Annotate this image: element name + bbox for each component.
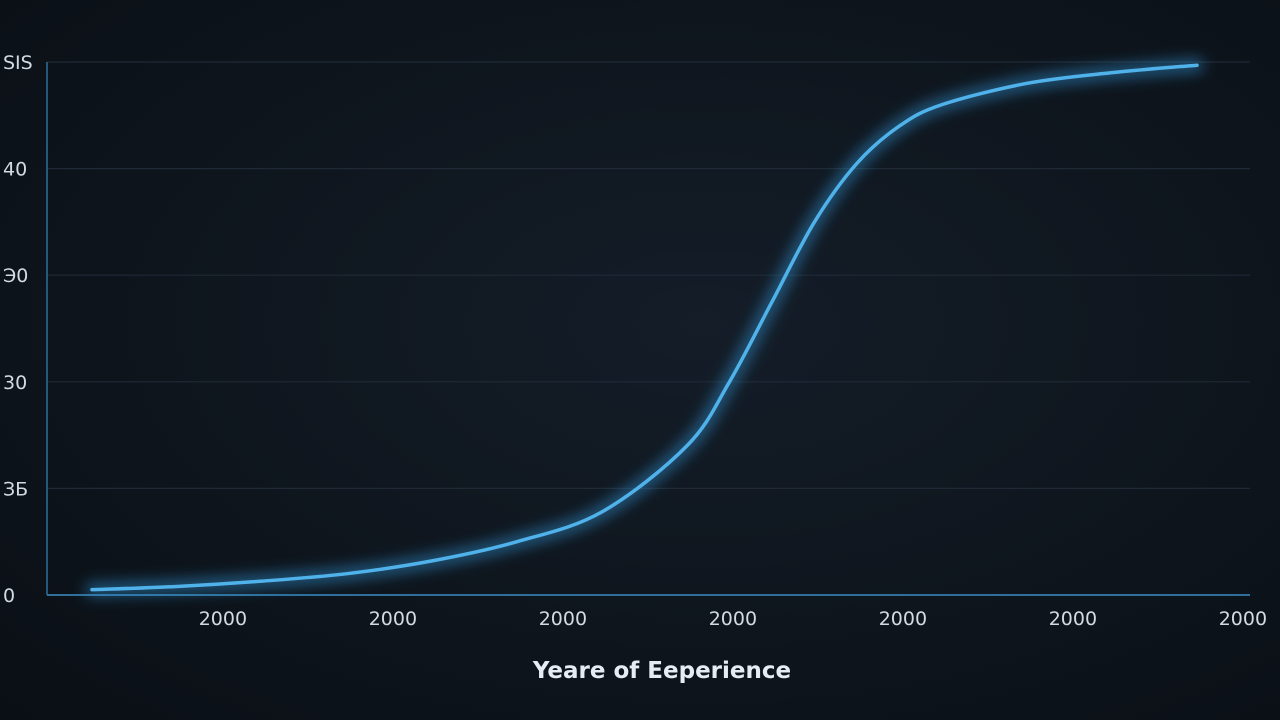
y-tick-label: SIS	[3, 52, 33, 74]
x-tick-label: 2000	[369, 608, 417, 630]
y-tick-labels: 0 ЗБ 30 Э0 40 SIS	[3, 52, 33, 607]
x-tick-label: 2000	[879, 608, 927, 630]
series-line-glow	[85, 58, 1204, 597]
y-tick-label: Э0	[3, 265, 28, 287]
x-tick-label: 2000	[199, 608, 247, 630]
x-tick-label: 2000	[1219, 608, 1267, 630]
y-tick-label: 30	[3, 372, 27, 394]
grid-lines	[47, 61, 1250, 489]
x-tick-label: 2000	[539, 608, 587, 630]
x-axis-title: Yeare of Eeperience	[532, 658, 791, 684]
axes	[46, 62, 1250, 596]
y-tick-label: 0	[3, 585, 15, 607]
x-tick-label: 2000	[1049, 608, 1097, 630]
series-line	[90, 63, 1199, 592]
x-tick-labels: 2000 2000 2000 2000 2000 2000 2000	[199, 608, 1267, 630]
series-layer	[85, 58, 1204, 597]
x-tick-label: 2000	[709, 608, 757, 630]
y-tick-label: ЗБ	[3, 478, 28, 500]
y-tick-label: 40	[3, 159, 27, 181]
